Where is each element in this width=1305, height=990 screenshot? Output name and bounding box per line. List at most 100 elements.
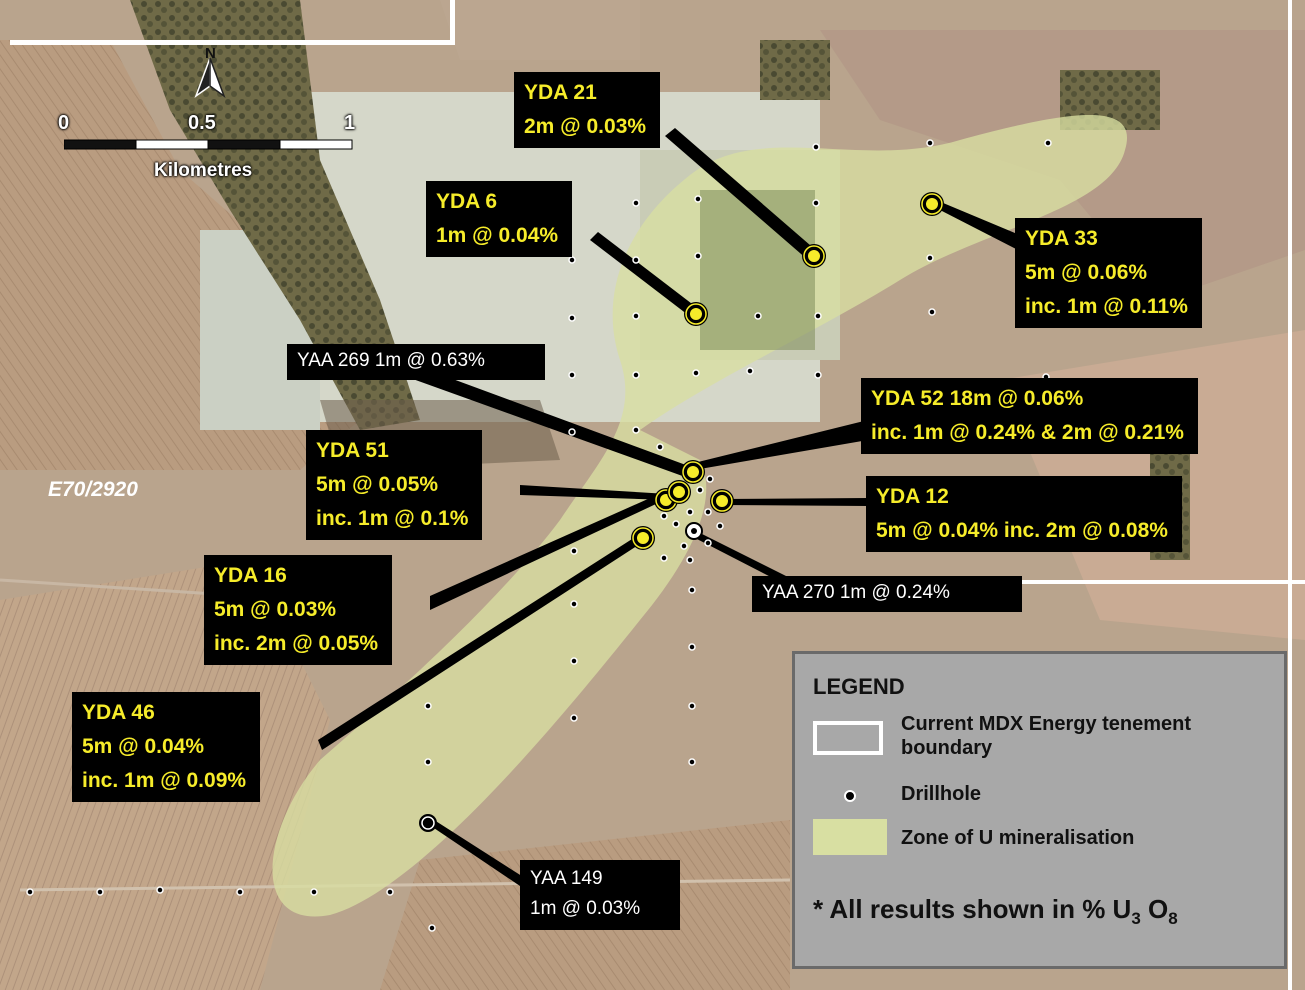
drillhole-yaa149	[419, 814, 437, 832]
drillhole	[686, 556, 694, 564]
drillhole	[236, 888, 244, 896]
drillhole-yda16	[667, 480, 691, 504]
drillhole-yda52	[681, 460, 705, 484]
drillhole	[660, 512, 668, 520]
drillhole	[1044, 139, 1052, 147]
callout-yda12: YDA 12 5m @ 0.04% inc. 2m @ 0.08%	[866, 476, 1182, 552]
drillhole	[156, 886, 164, 894]
drillhole	[814, 371, 822, 379]
scale-tick-label: 0	[58, 112, 70, 134]
scale-units-label: Kilometres	[154, 160, 253, 181]
leader-yda6	[590, 232, 700, 318]
callout-line: YDA 46	[82, 701, 155, 724]
callout-line: YDA 12	[876, 485, 949, 508]
drillhole	[310, 888, 318, 896]
drillhole	[706, 475, 714, 483]
legend-title: LEGEND	[813, 674, 905, 699]
drillhole	[926, 139, 934, 147]
legend-panel: LEGEND Current MDX Energy tenement bound…	[792, 651, 1287, 969]
callout-yaa149: YAA 149 1m @ 0.03%	[520, 860, 680, 930]
callout-line: 5m @ 0.04% inc. 2m @ 0.08%	[876, 519, 1168, 542]
leader-yda46	[318, 534, 646, 750]
leader-yda21	[665, 128, 818, 260]
callout-yaa269: YAA 269 1m @ 0.63%	[287, 344, 545, 380]
callout-yda46: YDA 46 5m @ 0.04% inc. 1m @ 0.09%	[72, 692, 261, 802]
leader-yaa269	[410, 378, 694, 478]
callout-line: inc. 1m @ 0.1%	[316, 507, 469, 530]
drillhole	[660, 554, 668, 562]
callout-yda6: YDA 6 1m @ 0.04%	[426, 181, 573, 257]
drillhole-yda33	[920, 192, 944, 216]
drillhole-yda21	[802, 244, 826, 268]
drillhole	[688, 758, 696, 766]
drillhole	[568, 428, 576, 436]
callout-line: inc. 1m @ 0.09%	[82, 769, 247, 792]
callout-yda21: YDA 21 2m @ 0.03%	[514, 72, 661, 148]
north-label: N	[205, 45, 216, 62]
drillhole	[568, 314, 576, 322]
north-arrow: N	[188, 44, 234, 100]
drillhole	[694, 252, 702, 260]
drillhole-points	[26, 139, 1052, 932]
callout-line: inc. 1m @ 0.24% & 2m @ 0.21%	[871, 421, 1184, 444]
callout-line: YDA 51	[316, 439, 389, 462]
drillhole	[680, 542, 688, 550]
drillhole	[688, 586, 696, 594]
drillhole	[688, 643, 696, 651]
drillhole	[746, 367, 754, 375]
drillhole	[716, 522, 724, 530]
drillhole	[704, 508, 712, 516]
drillhole	[696, 486, 704, 494]
scale-tick-label: 1	[344, 112, 356, 134]
drillhole	[570, 657, 578, 665]
callout-line: 1m @ 0.04%	[436, 224, 559, 247]
callout-yda33: YDA 33 5m @ 0.06% inc. 1m @ 0.11%	[1015, 218, 1202, 328]
note-prefix: * All results shown in % U	[813, 894, 1132, 924]
drillhole	[754, 312, 762, 320]
callout-line: YDA 33	[1025, 227, 1098, 250]
drillhole	[812, 143, 820, 151]
drillhole	[692, 369, 700, 377]
callout-line: YAA 269 1m @ 0.63%	[297, 350, 485, 371]
callout-line: 5m @ 0.04%	[82, 735, 205, 758]
tenement-boundary-swatch	[813, 721, 883, 755]
drillhole	[656, 443, 664, 451]
drillhole	[632, 256, 640, 264]
drillhole	[96, 888, 104, 896]
legend-item-drillhole: Drillhole	[901, 783, 982, 805]
drillhole	[672, 520, 680, 528]
leader-yda52	[694, 420, 868, 470]
drillhole	[814, 312, 822, 320]
callout-line: YDA 6	[436, 190, 498, 213]
callout-line: 5m @ 0.06%	[1025, 261, 1148, 284]
leader-yda33	[936, 200, 1022, 252]
callout-yda51: YDA 51 5m @ 0.05% inc. 1m @ 0.1%	[306, 430, 483, 540]
drillhole	[632, 199, 640, 207]
drillhole	[688, 702, 696, 710]
callout-line: 5m @ 0.05%	[316, 473, 439, 496]
drillhole	[926, 254, 934, 262]
drillhole	[26, 888, 34, 896]
drillhole	[812, 199, 820, 207]
callout-yda16: YDA 16 5m @ 0.03% inc. 2m @ 0.05%	[204, 555, 393, 665]
drillhole-swatch	[844, 790, 856, 802]
note-subscript: 8	[1168, 909, 1178, 928]
leader-yda51	[520, 485, 668, 500]
drillhole	[570, 714, 578, 722]
callout-line: YAA 270 1m @ 0.24%	[762, 582, 950, 603]
legend-label: Current MDX Energy tenement	[901, 713, 1192, 735]
drillhole	[570, 547, 578, 555]
scale-bar: 0 0.5 1 Kilometres	[58, 112, 358, 182]
note-mid: O	[1140, 894, 1169, 924]
drillhole	[704, 539, 712, 547]
legend-label: boundary	[901, 737, 993, 759]
drillhole	[928, 308, 936, 316]
leader-yda16	[430, 490, 673, 610]
tenement-label: E70/2920	[48, 478, 138, 501]
drillhole	[632, 371, 640, 379]
drillhole-yda46	[631, 526, 655, 550]
drillhole	[568, 256, 576, 264]
